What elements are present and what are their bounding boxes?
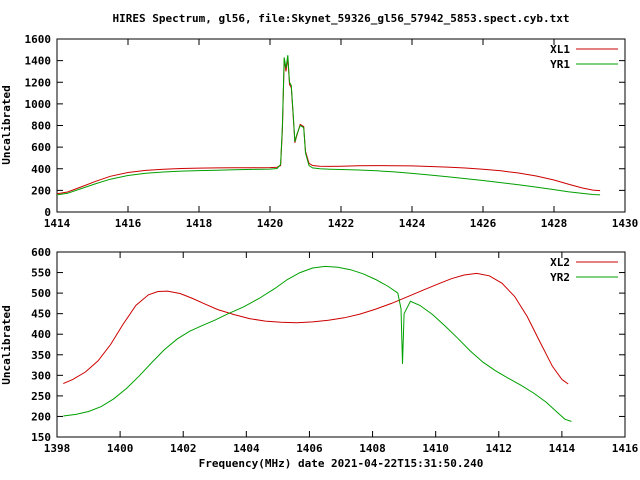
x-tick-label: 1412 (486, 442, 513, 455)
plot-border (56, 38, 626, 213)
x-tick-label: 1416 (115, 217, 142, 230)
y-tick-label: 150 (31, 431, 51, 444)
y-tick-label: 1600 (25, 33, 52, 46)
x-tick-label: 1414 (549, 442, 576, 455)
bottom-chart-plot: 1398 1400 1402 1404 1406 1408 1410 1412 1414 1416… (0, 240, 640, 480)
series-XL1 (56, 57, 601, 195)
y-tick-label: 400 (31, 163, 51, 176)
plot-canvas-1: 1398 1400 1402 1404 1406 1408 1410 1412 1414 1416… (31, 246, 639, 455)
y-tick-label: 550 (31, 267, 51, 280)
legend-label-XL2: XL2 (550, 256, 570, 269)
y-tick-label: 350 (31, 349, 51, 362)
y-tick-label: 400 (31, 328, 51, 341)
chart-title: HIRES Spectrum, gl56, file:Skynet_59326_… (112, 12, 570, 25)
x-tick-label: 1416 (612, 442, 639, 455)
y-tick-label: 600 (31, 141, 51, 154)
y-tick-label: 500 (31, 287, 51, 300)
legend-label-YR2: YR2 (550, 271, 570, 284)
y-tick-label: 600 (31, 246, 51, 259)
x-tick-label: 1430 (612, 217, 639, 230)
y-tick-label: 1000 (25, 98, 52, 111)
x-tick-label: 1424 (399, 217, 426, 230)
legend-label-XL1: XL1 (550, 43, 570, 56)
y-tick-label: 200 (31, 410, 51, 423)
x-tick-label: 1414 (44, 217, 71, 230)
x-tick-label: 1426 (470, 217, 497, 230)
x-tick-label: 1410 (422, 442, 449, 455)
y-tick-label: 250 (31, 390, 51, 403)
x-tick-label: 1404 (233, 442, 260, 455)
plot-border (56, 251, 626, 438)
x-tick-label: 1428 (541, 217, 568, 230)
y-tick-label: 300 (31, 369, 51, 382)
x-tick-label: 1398 (44, 442, 71, 455)
series-YR2 (63, 265, 572, 422)
x-tick-label: 1406 (296, 442, 323, 455)
x-tick-label: 1400 (107, 442, 134, 455)
x-tick-label: 1418 (186, 217, 213, 230)
x-tick-label: 1422 (328, 217, 355, 230)
y-tick-label: 800 (31, 120, 51, 133)
series-XL2 (63, 272, 569, 385)
top-chart-plot: 1414 1416 1418 1420 1422 1424 1426 1428 1430 0 200… (25, 33, 639, 230)
series-YR1 (56, 55, 601, 196)
x-tick-label: 1420 (257, 217, 284, 230)
y-tick-label: 0 (44, 206, 51, 219)
x-tick-label: 1408 (359, 442, 386, 455)
y-tick-label: 1400 (25, 55, 52, 68)
legend-label-YR1: YR1 (550, 58, 570, 71)
y-tick-label: 450 (31, 308, 51, 321)
plot-canvas-0: 1414 1416 1418 1420 1422 1424 1426 1428 1430 0 200… (25, 33, 639, 230)
y-tick-label: 200 (31, 184, 51, 197)
x-axis-label: Frequency(MHz) date 2021-04-22T15:31:50.… (198, 457, 484, 470)
x-tick-label: 1402 (170, 442, 197, 455)
y-tick-label: 1200 (25, 76, 52, 89)
